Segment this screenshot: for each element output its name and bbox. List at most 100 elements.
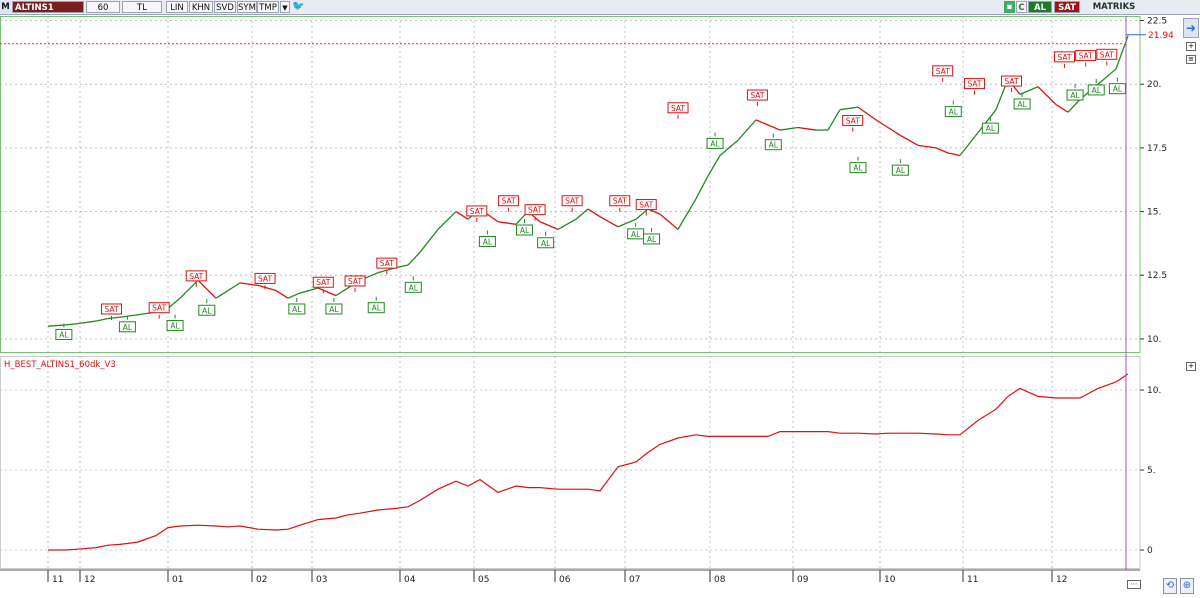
signal-label: AL — [170, 322, 180, 331]
price-segment — [887, 126, 901, 136]
svd-button[interactable]: SVD — [214, 1, 236, 13]
price-segment — [77, 320, 97, 325]
price-segment — [1037, 86, 1057, 106]
price-segment — [299, 287, 319, 294]
y-tick-label: 15. — [1147, 208, 1161, 218]
price-segment — [215, 289, 229, 299]
price-segment — [755, 119, 769, 126]
signal-label: AL — [372, 304, 382, 313]
signal-box — [185, 270, 207, 282]
signal-box — [498, 195, 520, 207]
refresh-icon[interactable]: ⟲ — [1163, 578, 1177, 594]
signal-label: AL — [1070, 91, 1080, 100]
tmp-button[interactable]: TMP — [257, 1, 279, 13]
back-arrow-icon[interactable]: ➜ — [1183, 18, 1199, 38]
x-tick-label: 07 — [629, 575, 640, 585]
signal-box — [635, 199, 657, 211]
signal-label: AL — [1017, 100, 1027, 109]
signal-label: AL — [853, 164, 863, 173]
menu-icon[interactable]: ≡ — [1186, 55, 1196, 64]
sat-button[interactable]: SAT — [1054, 1, 1080, 13]
price-segment — [797, 126, 817, 131]
c-button[interactable]: C — [1016, 1, 1027, 13]
signal-label: AL — [520, 226, 530, 235]
sell-signal-marker: SAT — [963, 78, 985, 95]
buy-signal-marker: AL — [1066, 84, 1084, 101]
zoom-in-icon[interactable]: + — [1186, 362, 1196, 371]
signal-label: SAT — [189, 272, 203, 281]
twitter-bird-icon[interactable]: 🐦 — [292, 1, 305, 12]
matriks-label: MATRIKS — [1084, 1, 1144, 13]
sell-signal-marker: SAT — [101, 303, 123, 320]
signal-label: AL — [710, 139, 720, 148]
price-segment — [737, 119, 757, 141]
y-tick-label: 20. — [1147, 80, 1161, 90]
x-tick-label: 12 — [84, 575, 95, 585]
price-segment — [767, 124, 781, 131]
sell-signal-marker: SAT — [254, 272, 276, 290]
period-selector[interactable]: 60 — [86, 1, 120, 13]
signal-box — [524, 204, 546, 216]
signal-box — [1066, 89, 1084, 101]
signal-label: AL — [986, 124, 996, 133]
x-tick-label: 08 — [714, 575, 726, 585]
khn-button[interactable]: KHN — [189, 1, 213, 13]
signal-box — [376, 257, 398, 269]
scroll-indicator[interactable]: ⋯ — [1127, 580, 1141, 589]
price-segment — [935, 147, 949, 154]
zoom-icon[interactable]: ⊕ — [1180, 578, 1194, 594]
signal-box — [478, 235, 496, 247]
y-tick-label: 12.5 — [1147, 271, 1167, 281]
y-tick-label: 10. — [1147, 335, 1161, 345]
sell-signal-marker: SAT — [376, 257, 398, 275]
price-segment — [947, 152, 961, 157]
buy-signal-marker: AL — [981, 117, 999, 134]
price-segment — [857, 106, 877, 121]
sell-signal-marker: SAT — [1053, 51, 1075, 68]
x-tick-label: 10 — [884, 575, 896, 585]
signal-box — [118, 321, 136, 333]
price-segment — [635, 208, 649, 220]
lower-panel-frame — [0, 356, 1141, 569]
symbol-selector[interactable]: ALTINS1 — [12, 1, 84, 13]
window-icon[interactable]: ▪ — [1004, 1, 1015, 13]
zoom-in-icon[interactable]: + — [1186, 42, 1196, 51]
sym-button[interactable]: SYM — [237, 1, 257, 13]
signal-label: AL — [202, 306, 212, 315]
signal-box — [981, 122, 999, 134]
signal-label: SAT — [1057, 53, 1071, 62]
signal-label: AL — [769, 141, 779, 150]
buy-signal-marker: AL — [478, 230, 496, 247]
lin-button[interactable]: LIN — [166, 1, 188, 13]
price-segment — [1055, 104, 1069, 113]
x-tick-label: 02 — [256, 575, 267, 585]
signal-label: SAT — [258, 274, 272, 283]
price-segment — [437, 211, 457, 230]
signal-label: SAT — [1100, 50, 1114, 59]
signal-box — [1108, 83, 1126, 95]
currency-selector[interactable]: TL — [122, 1, 162, 13]
x-tick-label: 06 — [559, 575, 571, 585]
signal-box — [254, 272, 276, 284]
price-segment — [275, 289, 289, 299]
sell-signal-marker: SAT — [561, 195, 583, 212]
buy-signal-marker: AL — [367, 296, 385, 314]
al-button[interactable]: AL — [1028, 1, 1052, 13]
price-segment — [707, 155, 721, 177]
buy-signal-marker: AL — [891, 159, 909, 176]
sell-signal-marker: SAT — [746, 89, 768, 107]
price-segment — [455, 211, 469, 220]
price-segment — [839, 106, 859, 111]
signal-box — [101, 303, 123, 315]
signal-label: SAT — [348, 277, 362, 286]
buy-signal-marker: AL — [325, 297, 343, 315]
signal-box — [963, 78, 985, 90]
indicator-title: H_BEST_ALTINS1_60dk_V3 — [4, 360, 116, 370]
price-segment — [1067, 99, 1081, 113]
dropdown-arrow-icon[interactable]: ▼ — [280, 1, 290, 13]
signal-label: AL — [949, 108, 959, 117]
price-segment — [557, 218, 577, 230]
signal-box — [1001, 75, 1023, 87]
signal-box — [1013, 98, 1031, 110]
signal-box — [944, 106, 962, 118]
